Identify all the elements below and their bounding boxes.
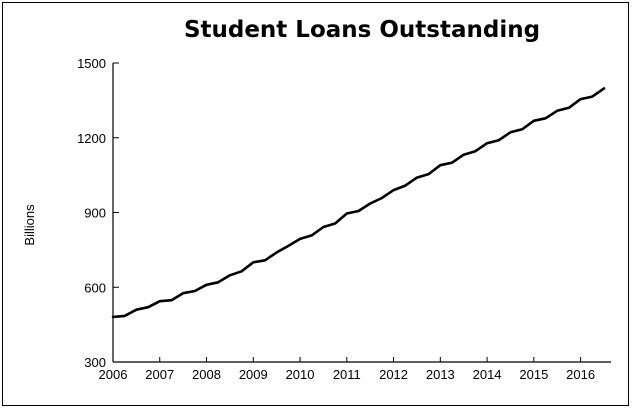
x-tick-label: 2010 <box>286 367 315 382</box>
x-tick-label: 2007 <box>145 367 174 382</box>
y-tick-label: 600 <box>84 280 106 295</box>
x-tick-label: 2008 <box>192 367 221 382</box>
y-tick-label: 300 <box>84 355 106 370</box>
x-ticks: 2006 2007 2008 2009 2010 2011 2012 2013 2014 2015… <box>99 357 595 382</box>
x-tick-label: 2006 <box>99 367 128 382</box>
x-tick-label: 2016 <box>566 367 595 382</box>
x-tick-label: 2012 <box>379 367 408 382</box>
x-tick-label: 2014 <box>473 367 502 382</box>
chart-frame <box>2 2 629 406</box>
y-axis-label: Billions <box>22 204 37 246</box>
x-tick-label: 2015 <box>519 367 548 382</box>
y-tick-label: 1200 <box>77 131 106 146</box>
y-ticks: 300 600 900 1200 1500 <box>77 56 119 370</box>
chart-title: Student Loans Outstanding <box>184 17 540 43</box>
y-tick-label: 900 <box>84 206 106 221</box>
y-tick-label: 1500 <box>77 56 106 71</box>
x-tick-label: 2009 <box>239 367 268 382</box>
x-tick-label: 2011 <box>333 367 361 382</box>
x-tick-label: 2013 <box>426 367 455 382</box>
series-line <box>111 87 606 319</box>
